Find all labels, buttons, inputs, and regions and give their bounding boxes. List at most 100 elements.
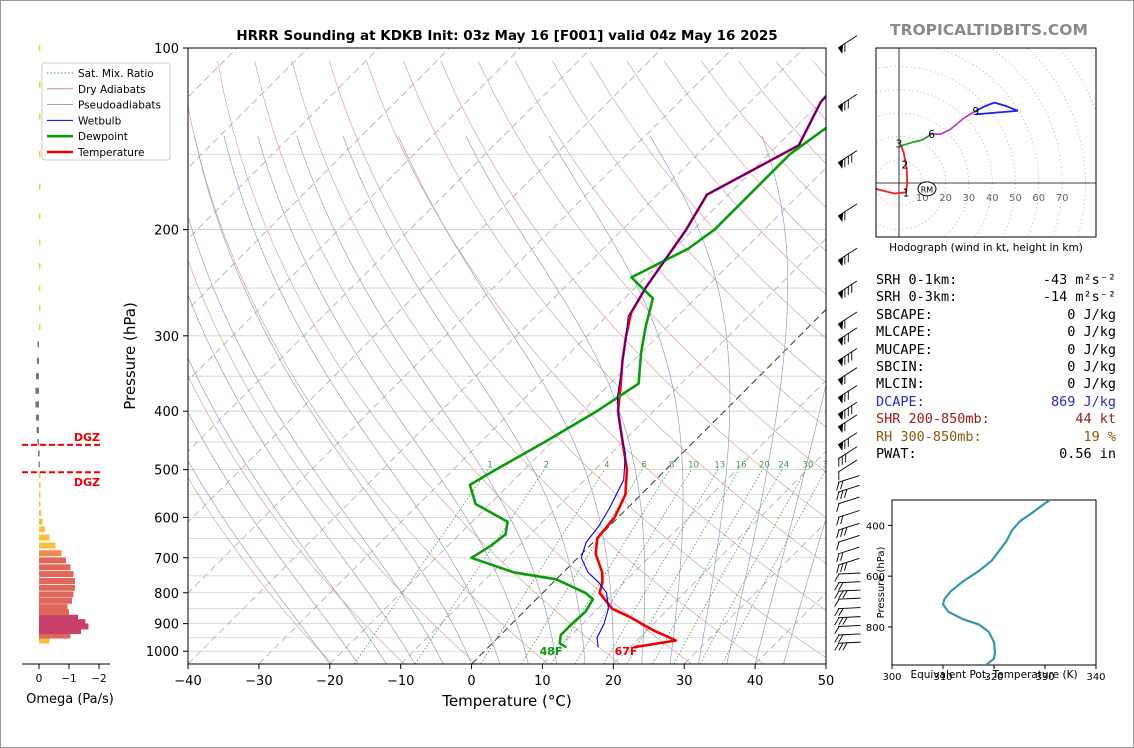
storm-motion-marker (917, 181, 937, 197)
hodograph-ring-label: 30 (963, 193, 976, 204)
theta-e-x-tick-label: 320 (984, 672, 1003, 683)
y-tick-label: 900 (154, 618, 179, 633)
omega-bar (39, 584, 75, 591)
wind-barb (837, 401, 858, 421)
param-value: 0 J/kg (1067, 359, 1116, 376)
wind-barb-flag (838, 289, 844, 300)
mixing-ratio-line (652, 469, 763, 664)
wind-barb (834, 581, 861, 591)
wind-barb (836, 546, 860, 563)
omega-bar (39, 557, 66, 564)
mixing-ratio-line (626, 469, 740, 664)
wind-barb (834, 624, 861, 635)
param-number: 0 (1067, 341, 1076, 358)
isotherm-line (400, 238, 826, 664)
legend-entry: Sat. Mix. Ratio (78, 68, 154, 80)
wind-barb-staff (837, 484, 860, 493)
wind-barb-feather (834, 608, 840, 617)
moist-adiabat (257, 136, 529, 664)
wind-barb-flag (838, 441, 844, 451)
wind-barb (837, 280, 858, 300)
wind-barb (834, 641, 861, 651)
theta-e-x-tick-label: 310 (933, 672, 952, 683)
omega-bar (39, 550, 62, 557)
isotherm-line (188, 48, 450, 311)
mixing-ratio-label: 8 (669, 461, 674, 471)
omega-bar (39, 491, 41, 498)
omega-bar (39, 623, 89, 630)
omega-panel: 0 −1 −2 Omega (Pa/s) DGZ DGZ (22, 45, 114, 707)
omega-bar (39, 614, 78, 621)
wind-barb-feather (834, 590, 840, 599)
wind-barb-feather (847, 253, 849, 263)
wind-barb-feather (842, 617, 848, 625)
wind-barb-feather (834, 634, 840, 643)
param-row: MUCAPE: 0 J/kg (876, 342, 1116, 359)
y-tick-label: 500 (154, 464, 179, 479)
dry-adiabat (589, 60, 826, 340)
wind-barb-staff (837, 280, 858, 294)
wind-barb-rotated (837, 385, 858, 404)
moist-adiabat (754, 382, 826, 664)
hodograph-height-label: 6 (928, 129, 935, 141)
isotherm-line (683, 521, 826, 664)
mixing-ratio-line (574, 469, 692, 664)
wind-barb-feather (847, 333, 849, 343)
mixing-ratio-line (353, 469, 489, 664)
moist-adiabat (223, 136, 501, 664)
x-tick-label: 20 (605, 674, 622, 689)
wind-barb-rotated (836, 557, 860, 574)
wind-barb-feather (844, 527, 848, 536)
hodograph-ring-label: 60 (1032, 193, 1045, 204)
wind-barb-rotated (837, 280, 858, 300)
hodograph-height-label: 1 (903, 187, 910, 199)
wind-barb-flag (838, 320, 844, 331)
omega-bar (39, 509, 42, 516)
param-row: RH 300-850mb: 19 % (876, 429, 1116, 446)
wind-barb-feather (840, 515, 844, 525)
wind-barb-feather (834, 598, 840, 607)
wind-barb-feather (842, 642, 848, 651)
wind-barb (836, 510, 860, 526)
dry-adiabat (188, 259, 477, 664)
wind-barb-feather (847, 286, 849, 296)
wind-barb (834, 607, 861, 617)
wind-barb-staff (837, 633, 861, 636)
y-tick-label: 200 (154, 224, 179, 239)
param-unit: J/kg (1075, 359, 1116, 376)
dry-adiabat (440, 60, 826, 519)
mixing-ratio-label: 16 (736, 461, 747, 471)
hodograph-caption: Hodograph (wind in kt, height in km) (889, 242, 1083, 254)
moist-adiabat (194, 136, 472, 664)
moist-adiabat (188, 293, 416, 664)
wind-barb-feather (844, 335, 846, 345)
param-number: 0.56 (1059, 446, 1092, 463)
theta-e-x-tick-label: 300 (882, 672, 901, 683)
wind-barb (834, 572, 861, 582)
param-label: MLCAPE: (876, 324, 933, 341)
parameter-table: SRH 0-1km: -43 m²s⁻² SRH 0-3km: -14 m²s⁻² SB… (876, 272, 1116, 463)
wind-barb (837, 367, 858, 386)
wind-barb-feather (836, 503, 840, 512)
wind-barb-rotated (834, 581, 861, 591)
mixing-ratio-line (699, 469, 807, 664)
param-number: 19 (1083, 428, 1100, 445)
omega-bar (39, 151, 41, 158)
wind-barb-staff (837, 624, 861, 627)
wind-barb-feather (838, 608, 844, 616)
wind-barb-feather (838, 634, 844, 643)
omega-bar (39, 591, 74, 598)
hodograph-trace (876, 187, 907, 195)
wind-barb (837, 414, 858, 433)
theta-e-y-tick-label: 400 (866, 521, 885, 532)
wind-barb-rotated (834, 597, 861, 607)
wind-barb-staff (837, 475, 860, 483)
hodograph-height-label: 2 (901, 159, 908, 171)
wind-barb-staff (837, 510, 860, 518)
isotherm-line (754, 592, 826, 664)
theta-e-area (941, 500, 1051, 665)
wind-barb-rotated (837, 150, 858, 169)
wind-barb (837, 459, 858, 481)
wind-barb-staff (837, 446, 858, 460)
param-label: DCAPE: (876, 393, 925, 410)
